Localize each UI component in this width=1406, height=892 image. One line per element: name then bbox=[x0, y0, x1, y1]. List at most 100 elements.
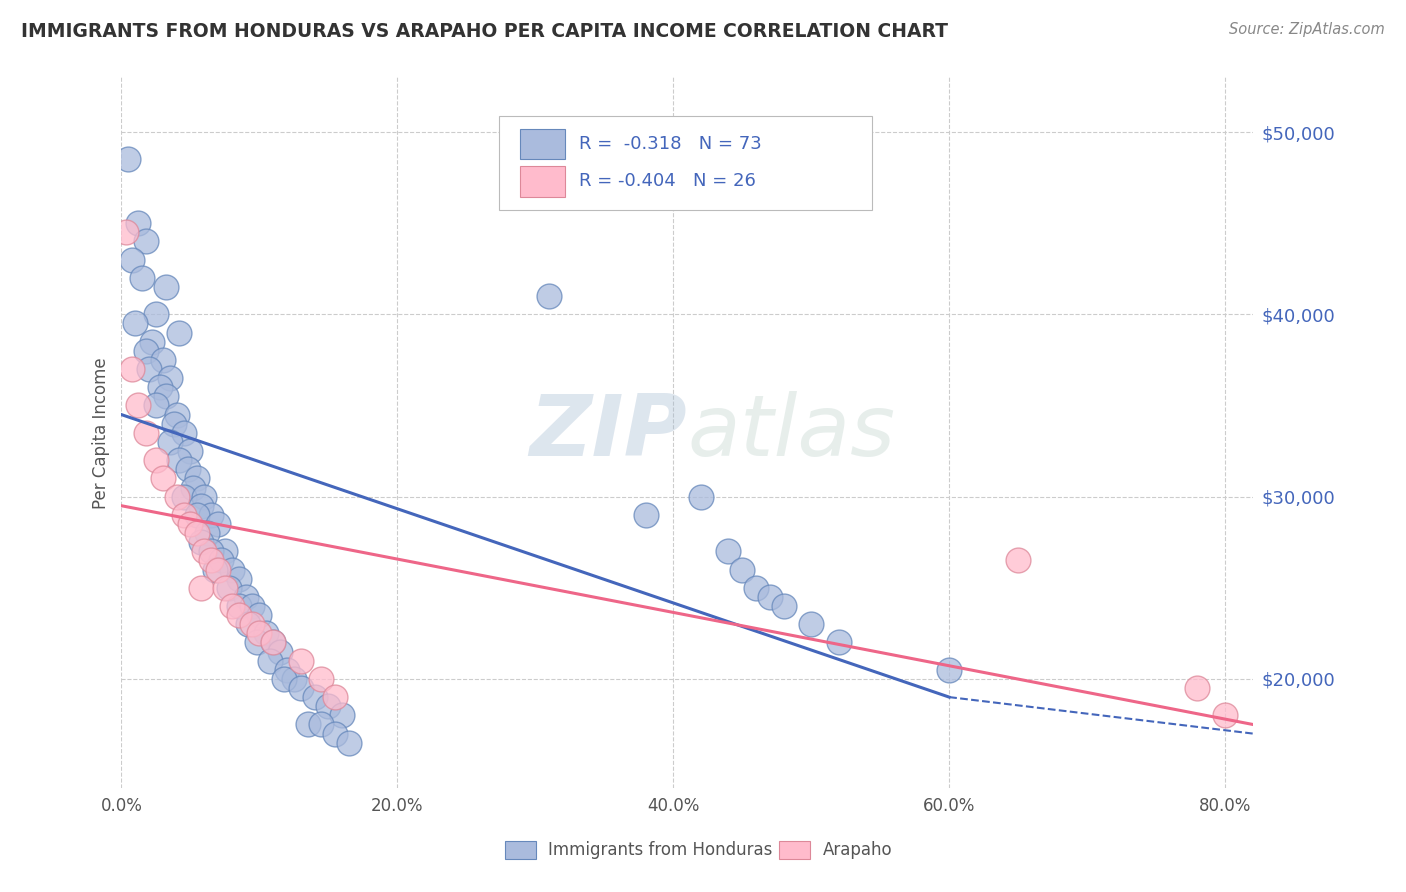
Point bbox=[311, 717, 333, 731]
Point bbox=[1007, 553, 1029, 567]
Point bbox=[221, 562, 243, 576]
Point bbox=[247, 626, 270, 640]
Point bbox=[127, 216, 149, 230]
Point bbox=[304, 690, 326, 705]
Point bbox=[1187, 681, 1209, 695]
Point bbox=[190, 535, 212, 549]
Point bbox=[163, 417, 186, 431]
Point bbox=[214, 581, 236, 595]
Point bbox=[173, 508, 195, 522]
Point bbox=[135, 343, 157, 358]
Point bbox=[138, 362, 160, 376]
Point bbox=[273, 672, 295, 686]
Text: ZIP: ZIP bbox=[530, 392, 688, 475]
Point bbox=[759, 590, 782, 604]
Point bbox=[262, 635, 284, 649]
Point bbox=[169, 326, 191, 340]
Text: R =  -0.318   N = 73: R = -0.318 N = 73 bbox=[579, 136, 762, 153]
Point bbox=[323, 690, 346, 705]
Text: Immigrants from Honduras: Immigrants from Honduras bbox=[548, 841, 773, 859]
Point bbox=[200, 508, 222, 522]
Point bbox=[235, 590, 257, 604]
Point bbox=[141, 334, 163, 349]
Point bbox=[207, 562, 229, 576]
Point bbox=[717, 544, 740, 558]
Point bbox=[135, 235, 157, 249]
Point bbox=[190, 499, 212, 513]
Point bbox=[193, 544, 215, 558]
Point bbox=[828, 635, 851, 649]
Point bbox=[181, 481, 204, 495]
Point bbox=[145, 453, 167, 467]
Point bbox=[149, 380, 172, 394]
Point bbox=[731, 562, 754, 576]
Point bbox=[228, 572, 250, 586]
Point bbox=[145, 307, 167, 321]
Point bbox=[297, 717, 319, 731]
Point bbox=[173, 425, 195, 440]
Point bbox=[114, 225, 136, 239]
Point bbox=[145, 399, 167, 413]
Point bbox=[290, 681, 312, 695]
Point bbox=[1213, 708, 1236, 723]
Point bbox=[204, 562, 226, 576]
Point bbox=[200, 544, 222, 558]
Point bbox=[247, 608, 270, 623]
Point bbox=[283, 672, 305, 686]
Point bbox=[176, 462, 198, 476]
Point bbox=[228, 608, 250, 623]
Point bbox=[259, 654, 281, 668]
Point bbox=[242, 599, 264, 613]
Point bbox=[238, 617, 260, 632]
Point bbox=[179, 444, 201, 458]
Text: IMMIGRANTS FROM HONDURAS VS ARAPAHO PER CAPITA INCOME CORRELATION CHART: IMMIGRANTS FROM HONDURAS VS ARAPAHO PER … bbox=[21, 22, 948, 41]
Point bbox=[179, 516, 201, 531]
Text: Arapaho: Arapaho bbox=[823, 841, 893, 859]
Point bbox=[242, 617, 264, 632]
Point bbox=[214, 544, 236, 558]
Point bbox=[634, 508, 657, 522]
Point bbox=[155, 389, 177, 403]
Point bbox=[166, 408, 188, 422]
Point bbox=[117, 153, 139, 167]
Point bbox=[186, 526, 208, 541]
Point bbox=[152, 471, 174, 485]
Point bbox=[938, 663, 960, 677]
Text: R = -0.404   N = 26: R = -0.404 N = 26 bbox=[579, 172, 756, 190]
Point bbox=[166, 490, 188, 504]
Point bbox=[228, 599, 250, 613]
Point bbox=[800, 617, 823, 632]
Point bbox=[169, 453, 191, 467]
Point bbox=[207, 516, 229, 531]
Point bbox=[290, 654, 312, 668]
Point bbox=[173, 490, 195, 504]
Point bbox=[131, 271, 153, 285]
Point bbox=[330, 708, 353, 723]
Y-axis label: Per Capita Income: Per Capita Income bbox=[93, 357, 110, 508]
Point bbox=[218, 581, 240, 595]
Point bbox=[276, 663, 298, 677]
Point bbox=[772, 599, 794, 613]
Point bbox=[190, 581, 212, 595]
Point bbox=[159, 434, 181, 449]
Point bbox=[323, 726, 346, 740]
Point bbox=[200, 553, 222, 567]
Point bbox=[538, 289, 561, 303]
Point bbox=[689, 490, 711, 504]
Point bbox=[135, 425, 157, 440]
Point bbox=[121, 362, 143, 376]
Point bbox=[262, 635, 284, 649]
Point bbox=[337, 736, 360, 750]
Point bbox=[318, 699, 340, 714]
Text: atlas: atlas bbox=[688, 392, 896, 475]
Point bbox=[121, 252, 143, 267]
Point bbox=[195, 526, 218, 541]
Point bbox=[186, 471, 208, 485]
Point bbox=[254, 626, 277, 640]
Point bbox=[209, 553, 232, 567]
Point bbox=[152, 353, 174, 368]
Point bbox=[155, 280, 177, 294]
Point bbox=[127, 399, 149, 413]
Point bbox=[193, 490, 215, 504]
Point bbox=[311, 672, 333, 686]
